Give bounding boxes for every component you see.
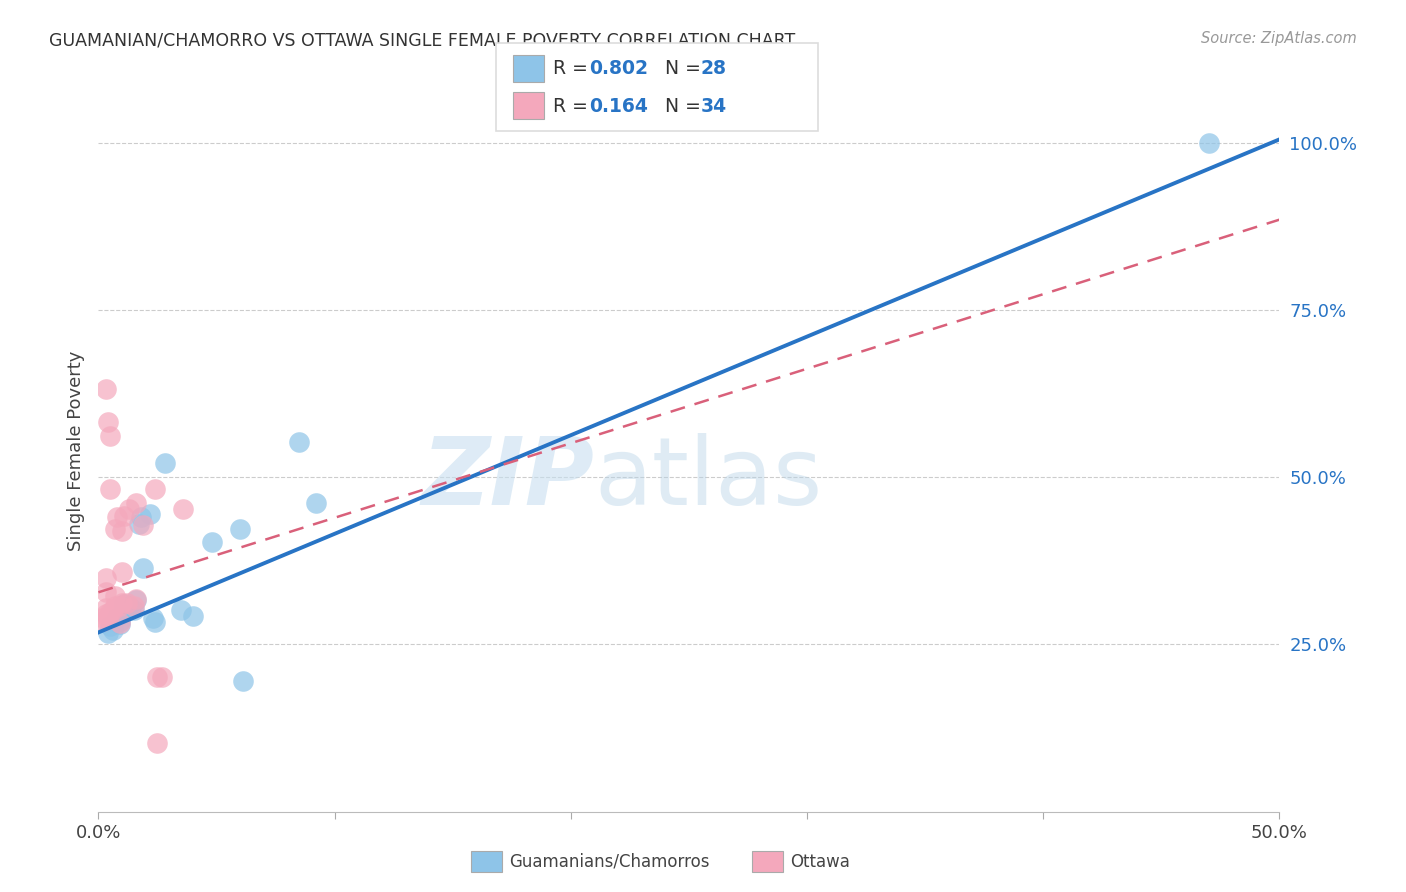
Point [122, 599, 145, 613]
Point [101, 623, 124, 637]
Point [229, 522, 252, 536]
Text: Ottawa: Ottawa [790, 853, 851, 871]
Point [143, 483, 166, 497]
Point [231, 674, 253, 689]
Point [97, 626, 120, 640]
Point [98, 483, 121, 497]
Point [111, 524, 134, 538]
Y-axis label: Single Female Poverty: Single Female Poverty [66, 351, 84, 550]
Text: 34: 34 [700, 96, 727, 116]
Point [104, 589, 127, 603]
Point [288, 434, 311, 449]
Point [1198, 136, 1220, 150]
Point [97, 416, 120, 430]
Text: Source: ZipAtlas.com: Source: ZipAtlas.com [1201, 31, 1357, 46]
Point [125, 592, 148, 607]
Text: ZIP: ZIP [422, 434, 595, 525]
Text: GUAMANIAN/CHAMORRO VS OTTAWA SINGLE FEMALE POVERTY CORRELATION CHART: GUAMANIAN/CHAMORRO VS OTTAWA SINGLE FEMA… [49, 31, 796, 49]
Point [98, 619, 121, 633]
Point [91, 611, 114, 625]
Text: N =: N = [665, 96, 707, 116]
Point [139, 507, 162, 521]
Point [94, 571, 117, 585]
Point [111, 566, 134, 580]
Point [143, 615, 166, 630]
Point [98, 606, 121, 620]
Point [97, 612, 120, 626]
Point [112, 598, 135, 612]
Point [108, 614, 131, 628]
Point [153, 455, 176, 469]
Point [121, 600, 143, 615]
Point [112, 508, 135, 523]
Point [115, 604, 138, 618]
Point [108, 615, 131, 630]
Point [94, 585, 117, 599]
Point [172, 502, 194, 516]
Point [105, 510, 128, 524]
Point [142, 611, 165, 625]
Text: 28: 28 [700, 59, 725, 78]
Text: N =: N = [665, 59, 707, 78]
Point [305, 496, 328, 510]
Point [132, 518, 155, 533]
Point [101, 603, 124, 617]
Text: Guamanians/Chamorros: Guamanians/Chamorros [509, 853, 710, 871]
Point [104, 523, 127, 537]
Point [94, 607, 117, 622]
Text: 0.802: 0.802 [589, 59, 648, 78]
Point [128, 517, 150, 532]
Text: R =: R = [553, 96, 593, 116]
Point [132, 560, 155, 574]
Point [181, 609, 204, 624]
Point [201, 535, 224, 549]
Point [115, 596, 138, 610]
Point [146, 737, 169, 751]
Text: R =: R = [553, 59, 593, 78]
Point [111, 596, 134, 610]
Point [129, 510, 152, 524]
Point [146, 669, 169, 684]
Point [125, 496, 148, 510]
Point [94, 600, 117, 615]
Point [118, 502, 141, 516]
Point [94, 382, 117, 396]
Point [105, 611, 128, 625]
Point [150, 669, 173, 684]
Point [111, 607, 134, 622]
Text: atlas: atlas [595, 434, 823, 525]
Point [118, 599, 141, 613]
Point [122, 603, 145, 617]
Point [98, 429, 121, 443]
Text: 0.164: 0.164 [589, 96, 648, 116]
Point [91, 614, 114, 628]
Point [108, 617, 131, 632]
Point [125, 593, 148, 607]
Point [108, 599, 131, 613]
Point [104, 599, 127, 613]
Point [170, 603, 193, 617]
